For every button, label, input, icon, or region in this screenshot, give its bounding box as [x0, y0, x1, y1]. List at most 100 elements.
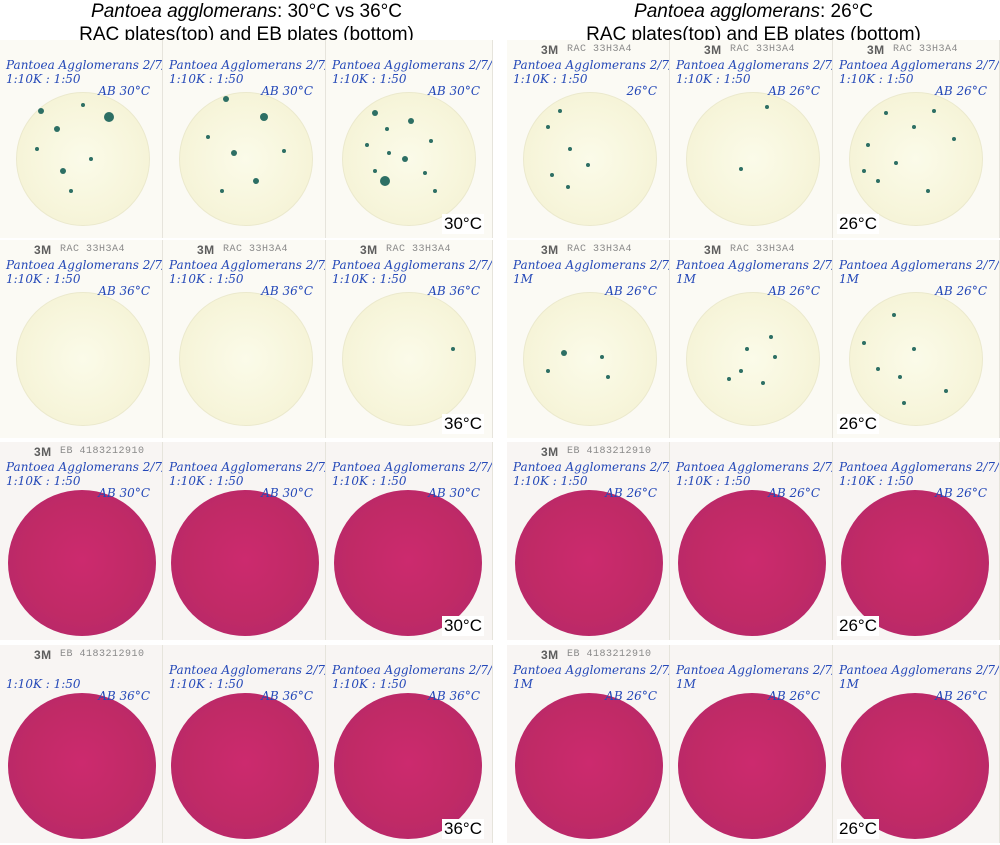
left-header: Pantoea agglomerans: 30°C vs 36°C RAC pl… [0, 0, 493, 48]
colony-dot [385, 127, 389, 131]
colony-dot [600, 355, 604, 359]
plate-label-temp: 26°C [626, 84, 657, 98]
plate-lot-number: RAC 33H3A4 [730, 44, 796, 55]
plate-label-organism: Pantoea Agglomerans 2/7/22 [676, 58, 833, 72]
plate-label-organism: Pantoea Agglomerans 2/7/22 [332, 258, 493, 272]
eb-plate: Pantoea Agglomerans 2/7/221:10K : 1:50 AB… [670, 442, 833, 640]
plate-label-temp: AB 36°C [428, 689, 480, 703]
rac-plate: 3M RAC 33H3A4 Pantoea Agglomerans 2/7/221:… [670, 40, 833, 238]
plate-label-dilution: 1:10K : 1:50 [332, 677, 407, 691]
eb-growth-disc [515, 693, 663, 839]
plate-brand-bar [833, 243, 999, 257]
plate-label-temp: AB 26°C [768, 84, 820, 98]
colony-dot [944, 389, 948, 393]
plate-label-organism: Pantoea Agglomerans 2/7/22 [6, 460, 163, 474]
plate-brand-bar [833, 648, 999, 662]
plate-label-dilution: 1:10K : 1:50 [6, 677, 81, 691]
right-subtitle: RAC plates(top) and EB plates (bottom) [586, 24, 921, 45]
plate-label-dilution: 1M [676, 272, 696, 286]
plate-brand-bar [833, 445, 999, 459]
rac-growth-disc [342, 292, 476, 426]
left-row-3: 3M EB 4183212910 1:10K : 1:50 AB 36°C Pantoe… [0, 645, 493, 843]
colony-dot [372, 110, 378, 116]
right-row-2: 3M EB 4183212910 Pantoea Agglomerans 2/7/2… [507, 442, 1000, 640]
plate-lot-number: EB 4183212910 [567, 446, 652, 457]
plate-label-organism: Pantoea Agglomerans 2/7/22 [513, 460, 670, 474]
colony-dot [433, 189, 437, 193]
plate-label-dilution: 1M [676, 677, 696, 691]
plate-label-dilution: 1:10K : 1:50 [169, 72, 244, 86]
right-title-rest: : 26°C [819, 1, 873, 22]
colony-dot [862, 341, 866, 345]
plate-lot-number: RAC 33H3A4 [60, 244, 126, 255]
plate-brand-bar [163, 43, 325, 57]
row-temperature-label: 26°C [837, 214, 879, 234]
rac-plate: 3M RAC 33H3A4 Pantoea Agglomerans 2/7/221:… [0, 240, 163, 438]
plate-lot-number: RAC 33H3A4 [567, 44, 633, 55]
colony-dot [104, 112, 114, 122]
eb-plate: Pantoea Agglomerans 2/7/221:10K : 1:50 AB… [163, 442, 326, 640]
colony-dot [54, 126, 60, 132]
eb-plate: 3M EB 4183212910 1:10K : 1:50 AB 36°C [0, 645, 163, 843]
rac-plate: 3M RAC 33H3A4 Pantoea Agglomerans 2/7/22 A… [507, 40, 670, 238]
plate-label-organism: Pantoea Agglomerans 2/7/22 [839, 460, 1000, 474]
plate-label-dilution: 1:10K : 1:50 [169, 677, 244, 691]
colony-dot [69, 189, 73, 193]
row-temperature-label: 30°C [442, 214, 484, 234]
plate-label-organism: Pantoea Agglomerans 2/7/22 [676, 460, 833, 474]
eb-growth-disc [678, 693, 826, 839]
right-header: Pantoea agglomerans: 26°C RAC plates(top… [507, 0, 1000, 48]
plate-brand-logo: 3M [704, 243, 722, 257]
plate-lot-number: RAC 33H3A4 [386, 244, 452, 255]
plate-brand-bar: 3M RAC 33H3A4 [326, 243, 492, 257]
plate-label-organism: Pantoea Agglomerans 2/7/22 AB [513, 58, 670, 72]
plate-label-temp: AB 26°C [935, 689, 987, 703]
plate-label-dilution: 1M [513, 677, 533, 691]
plate-label-temp: AB 30°C [428, 84, 480, 98]
colony-dot [876, 367, 880, 371]
plate-brand-bar: 3M RAC 33H3A4 [670, 43, 832, 57]
eb-growth-disc [171, 490, 319, 636]
colony-dot [773, 355, 777, 359]
row-temperature-label: 26°C [837, 414, 879, 434]
plate-label-temp: AB 36°C [261, 689, 313, 703]
plate-label-dilution: 1:10K : 1:50 [332, 272, 407, 286]
plate-label-temp: AB 26°C [935, 84, 987, 98]
right-title: Pantoea agglomerans: 26°C [507, 0, 1000, 23]
plate-brand-bar [163, 648, 325, 662]
rac-growth-disc [523, 92, 657, 226]
left-title: Pantoea agglomerans: 30°C vs 36°C [0, 0, 493, 23]
colony-dot [231, 150, 237, 156]
plate-label-organism: Pantoea Agglomerans 2/7/22 [169, 663, 326, 677]
colony-dot [586, 163, 590, 167]
plate-brand-bar [0, 43, 162, 57]
colony-dot [561, 350, 567, 356]
plate-label-organism: Pantoea Agglomerans 2/7/22 [513, 663, 670, 677]
plate-label-dilution: 1:10K : 1:50 [169, 272, 244, 286]
colony-dot [912, 347, 916, 351]
rac-growth-disc [16, 92, 150, 226]
rac-growth-disc [849, 92, 983, 226]
rac-growth-disc [342, 92, 476, 226]
plate-lot-number: RAC 33H3A4 [893, 44, 959, 55]
colony-dot [253, 178, 259, 184]
right-panel: Pantoea agglomerans: 26°C RAC plates(top… [507, 0, 1000, 845]
eb-growth-disc [8, 490, 156, 636]
plate-brand-bar: 3M EB 4183212910 [507, 445, 669, 459]
plate-brand-bar: 3M RAC 33H3A4 [670, 243, 832, 257]
plate-brand-bar: 3M RAC 33H3A4 [163, 243, 325, 257]
colony-dot [912, 125, 916, 129]
colony-dot [745, 347, 749, 351]
colony-dot [902, 401, 906, 405]
plate-label-temp: AB 26°C [605, 486, 657, 500]
colony-dot [81, 103, 85, 107]
plate-brand-bar: 3M EB 4183212910 [507, 648, 669, 662]
eb-growth-disc [515, 490, 663, 636]
plate-label-dilution: 1:10K : 1:50 [6, 272, 81, 286]
colony-dot [402, 156, 408, 162]
colony-dot [765, 105, 769, 109]
